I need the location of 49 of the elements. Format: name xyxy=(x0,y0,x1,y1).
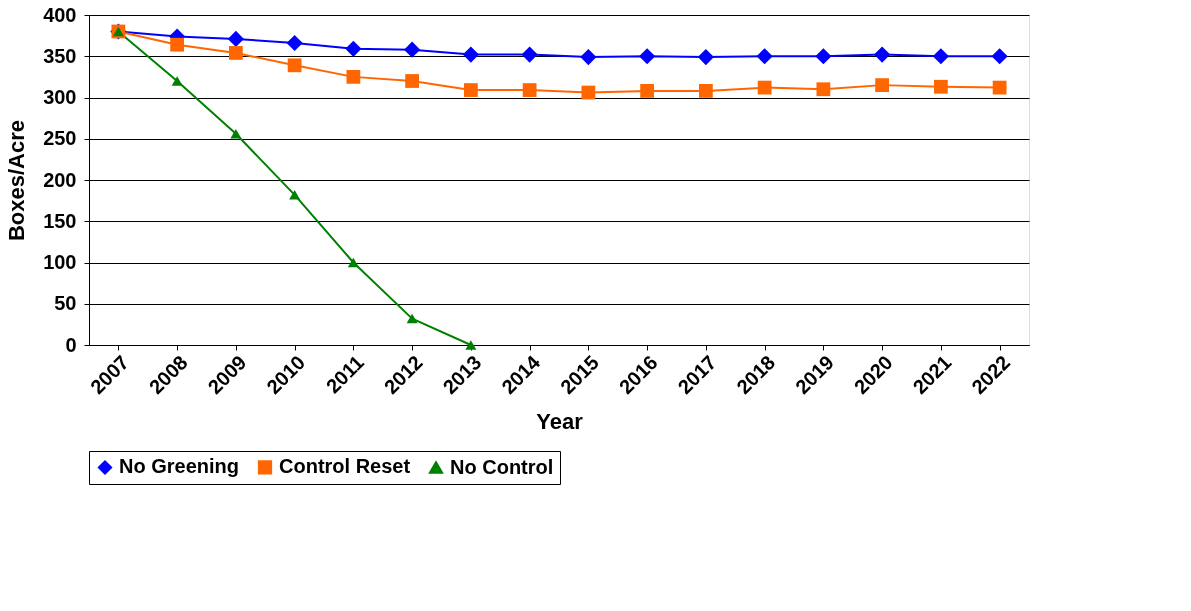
point xyxy=(933,79,948,94)
y-tick-label: 250 xyxy=(43,127,77,150)
point xyxy=(287,58,302,73)
point xyxy=(932,48,949,65)
point xyxy=(640,84,655,98)
legend-label: No Greening xyxy=(119,455,240,478)
point xyxy=(991,48,1008,65)
point xyxy=(580,49,597,66)
point xyxy=(816,82,831,97)
point xyxy=(286,34,303,52)
point xyxy=(227,30,244,47)
point xyxy=(405,74,420,88)
point xyxy=(171,76,183,86)
y-tick-label: 300 xyxy=(43,86,77,108)
point xyxy=(406,313,418,324)
point xyxy=(465,340,477,350)
y-tick-label: 100 xyxy=(43,251,77,273)
point xyxy=(170,37,185,52)
point xyxy=(228,46,243,60)
point xyxy=(230,129,242,139)
point xyxy=(521,46,538,63)
point xyxy=(463,83,478,97)
point xyxy=(756,48,773,65)
y-tick-label: 150 xyxy=(43,209,77,232)
point xyxy=(815,48,832,65)
point xyxy=(581,85,596,100)
y-tick-label: 400 xyxy=(43,3,77,26)
point xyxy=(698,84,713,98)
point xyxy=(345,40,362,57)
point xyxy=(874,46,891,63)
point xyxy=(522,83,537,97)
point xyxy=(347,257,359,268)
point xyxy=(875,78,890,93)
y-tick-label: 350 xyxy=(43,44,77,67)
point xyxy=(404,41,421,58)
point xyxy=(639,48,656,65)
y-axis-title: Boxes/Acre xyxy=(4,119,30,242)
point xyxy=(346,69,361,84)
legend-label: Control Reset xyxy=(279,455,411,478)
y-tick-label: 50 xyxy=(54,292,77,315)
y-tick-label: 200 xyxy=(43,168,77,191)
y-tick-label: 0 xyxy=(65,333,77,356)
point xyxy=(462,46,479,63)
point xyxy=(757,80,772,95)
legend-label: No Control xyxy=(450,455,554,478)
point xyxy=(289,190,301,200)
point xyxy=(697,49,714,66)
point xyxy=(992,80,1007,95)
x-axis-title: Year xyxy=(536,409,584,435)
